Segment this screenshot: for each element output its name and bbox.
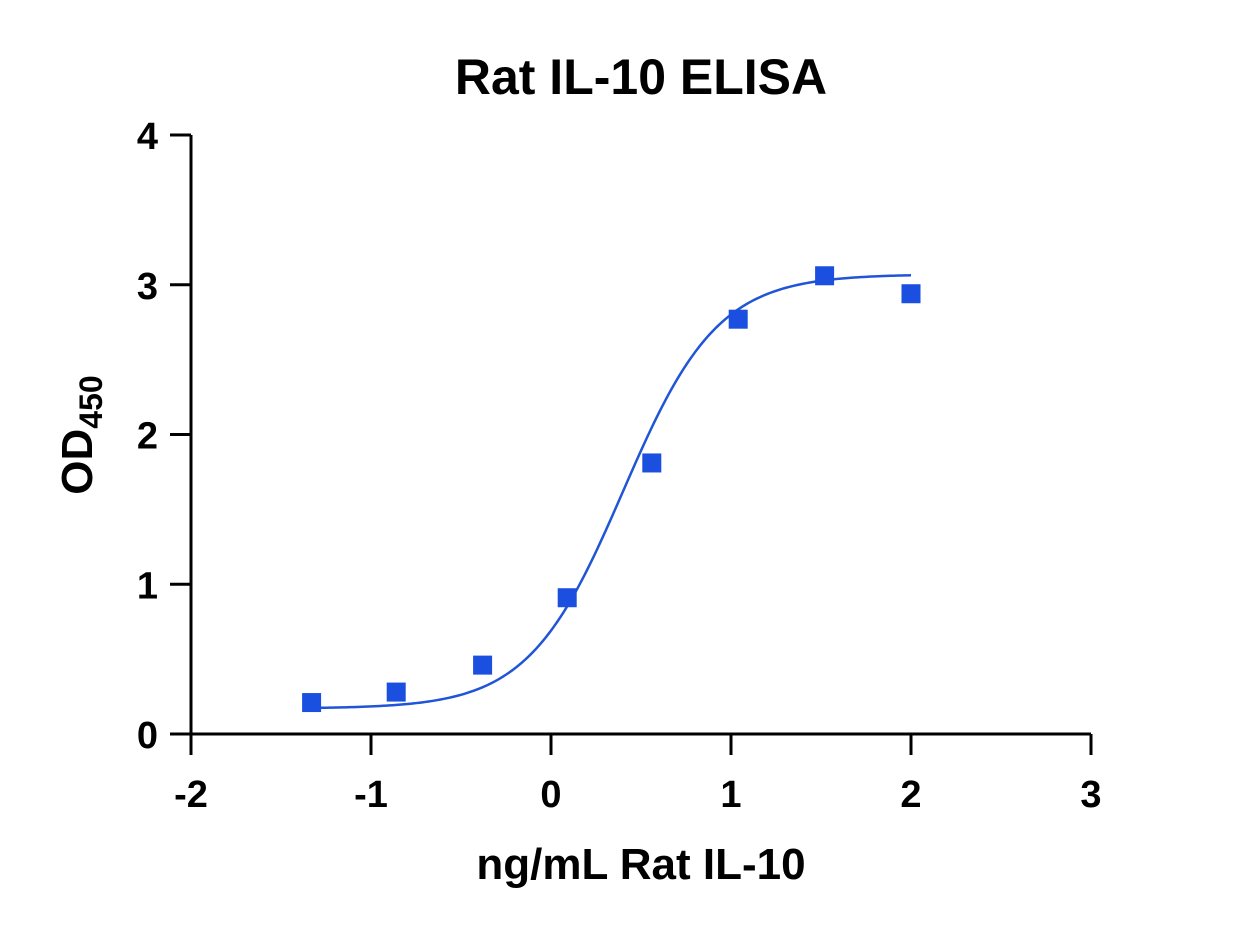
y-axis-label: OD450 (53, 375, 109, 494)
x-tick-label: 2 (900, 774, 921, 816)
x-tick-label: 1 (720, 774, 741, 816)
fit-curve-group (311, 274, 912, 710)
y-axis-label-main: OD (53, 429, 102, 495)
chart-title: Rat IL-10 ELISA (455, 49, 827, 105)
y-tick-label: 2 (137, 416, 158, 458)
data-point (728, 309, 748, 329)
y-tick-label: 4 (137, 116, 158, 158)
data-point (815, 266, 835, 286)
data-point (642, 453, 662, 473)
data-point (557, 588, 577, 608)
fit-curve (311, 274, 912, 710)
data-point (386, 682, 406, 702)
svg-text:OD450: OD450 (53, 375, 109, 494)
y-tick-label: 0 (137, 715, 158, 757)
y-tick-label: 3 (137, 266, 158, 308)
y-tick-label: 1 (137, 565, 158, 607)
data-point (473, 655, 493, 675)
axes: 0 1 2 3 4 -2 -1 0 1 2 3 (137, 116, 1102, 816)
x-tick-label: 0 (540, 774, 561, 816)
x-tick-label: -1 (354, 774, 388, 816)
data-point (302, 693, 322, 713)
data-point (901, 284, 921, 304)
x-tick-label: 3 (1080, 774, 1101, 816)
y-axis-label-subscript: 450 (73, 375, 109, 428)
data-points (302, 266, 921, 713)
x-axis-label: ng/mL Rat IL-10 (476, 840, 805, 889)
x-tick-label: -2 (174, 774, 208, 816)
